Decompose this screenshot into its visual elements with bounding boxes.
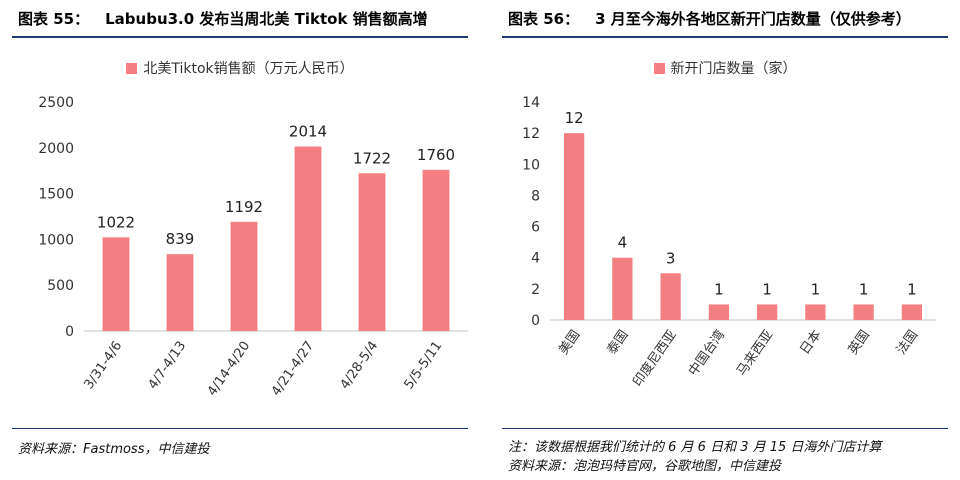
- right-y-tick-label: 2: [531, 282, 540, 298]
- right-y-tick-label: 6: [531, 220, 540, 236]
- right-category-label: 日本: [797, 328, 824, 358]
- right-data-label: 1: [907, 280, 917, 298]
- right-bar: [901, 304, 923, 320]
- right-bar: [612, 257, 633, 320]
- right-data-label: 12: [565, 109, 584, 127]
- right-bar: [853, 304, 874, 320]
- right-category-label: 美国: [556, 328, 583, 358]
- left-data-label: 2014: [289, 123, 327, 141]
- left-legend-label: 北美Tiktok销售额（万元人民币）: [143, 61, 354, 77]
- left-category-label: 4/21-4/27: [269, 339, 317, 399]
- left-bar-chart: 0 500 1000 1500 2000 2500 1022 3/31-4/6 839 4/7-4…: [38, 95, 468, 399]
- right-category-label: 中国台湾: [685, 327, 728, 379]
- right-category-label: 泰国: [604, 328, 631, 358]
- left-bottom-rule: [12, 428, 468, 429]
- right-category-label: 法国: [894, 328, 921, 358]
- left-y-tick-label: 2000: [38, 141, 74, 157]
- right-category-label: 英国: [846, 328, 873, 358]
- left-bar: [166, 254, 194, 331]
- right-data-label: 1: [859, 280, 869, 298]
- left-data-label: 1722: [353, 149, 391, 167]
- right-y-tick-label: 0: [531, 313, 540, 329]
- left-y-tick-label: 0: [65, 324, 74, 340]
- right-legend-label: 新开门店数量（家）: [670, 61, 797, 77]
- right-title-rule: [502, 36, 948, 38]
- left-data-label: 1192: [225, 198, 263, 216]
- right-bar: [563, 133, 585, 320]
- left-bar: [358, 173, 386, 331]
- left-bar: [422, 169, 450, 331]
- right-bottom-rule: [502, 428, 948, 429]
- right-figure-title: 图表 56： 3 月至今海外各地区新开门店数量（仅供参考）: [508, 8, 960, 29]
- right-figure-heading: 3 月至今海外各地区新开门店数量（仅供参考）: [595, 10, 911, 28]
- right-source: 资料来源：泡泡玛特官网，谷歌地图，中信建投: [508, 459, 782, 474]
- left-source: 资料来源：Fastmoss，中信建投: [18, 442, 210, 457]
- right-data-label: 4: [618, 234, 628, 252]
- left-y-tick-label: 500: [47, 278, 74, 294]
- left-category-label: 4/7-4/13: [146, 339, 190, 393]
- right-y-tick-label: 10: [522, 157, 540, 173]
- right-y-tick-label: 4: [531, 251, 540, 267]
- left-bar: [102, 237, 130, 331]
- left-category-label: 4/14-4/20: [205, 339, 253, 399]
- left-bar: [230, 221, 258, 331]
- right-category-label: 印度尼西亚: [630, 327, 680, 389]
- left-data-label: 1760: [417, 146, 455, 164]
- left-figure-heading: Labubu3.0 发布当周北美 Tiktok 销售额高增: [105, 10, 428, 28]
- right-bar: [756, 304, 778, 320]
- left-data-label: 1022: [97, 213, 135, 231]
- left-figure-number: 图表 55：: [18, 10, 90, 28]
- right-figure-number: 图表 56：: [508, 10, 580, 28]
- left-bar: [294, 146, 322, 331]
- left-legend: 北美Tiktok销售额（万元人民币）: [0, 58, 480, 78]
- left-title-rule: [12, 36, 468, 38]
- right-category-label: 马来西亚: [734, 328, 776, 379]
- right-bar: [708, 304, 730, 320]
- left-category-label: 5/5-5/11: [402, 339, 446, 393]
- right-y-tick-label: 14: [522, 95, 540, 111]
- right-bar: [660, 273, 681, 320]
- right-data-label: 1: [811, 280, 821, 298]
- right-data-label: 1: [714, 280, 724, 298]
- right-bar: [805, 304, 826, 320]
- right-note: 注：该数据根据我们统计的 6 月 6 日和 3 月 15 日海外门店计算: [508, 440, 882, 455]
- right-legend-swatch: [653, 62, 665, 74]
- right-data-label: 1: [762, 280, 772, 298]
- left-category-label: 4/28-5/4: [338, 339, 382, 393]
- right-y-tick-label: 8: [531, 188, 540, 204]
- right-figure-panel: 图表 56： 3 月至今海外各地区新开门店数量（仅供参考） 新开门店数量（家） 0…: [490, 0, 960, 480]
- left-y-tick-label: 1500: [38, 187, 74, 203]
- right-data-label: 3: [666, 249, 676, 267]
- left-category-label: 3/31-4/6: [82, 339, 126, 393]
- left-data-label: 839: [166, 230, 195, 248]
- left-legend-swatch: [126, 62, 138, 74]
- left-y-tick-label: 1000: [38, 232, 74, 248]
- left-figure-panel: 图表 55： Labubu3.0 发布当周北美 Tiktok 销售额高增 北美Ti…: [0, 8, 480, 457]
- right-bar-chart: 0 2 4 6 8 10 12 14 12 美国 4 泰国 3 印度尼西亚 1 中国台湾 1 马来西亚 1 日本 1 英国…: [522, 95, 936, 390]
- right-y-tick-label: 12: [522, 126, 540, 142]
- right-legend: 新开门店数量（家）: [490, 58, 960, 78]
- left-figure-title: 图表 55： Labubu3.0 发布当周北美 Tiktok 销售额高增: [18, 8, 480, 29]
- left-y-tick-label: 2500: [38, 95, 74, 111]
